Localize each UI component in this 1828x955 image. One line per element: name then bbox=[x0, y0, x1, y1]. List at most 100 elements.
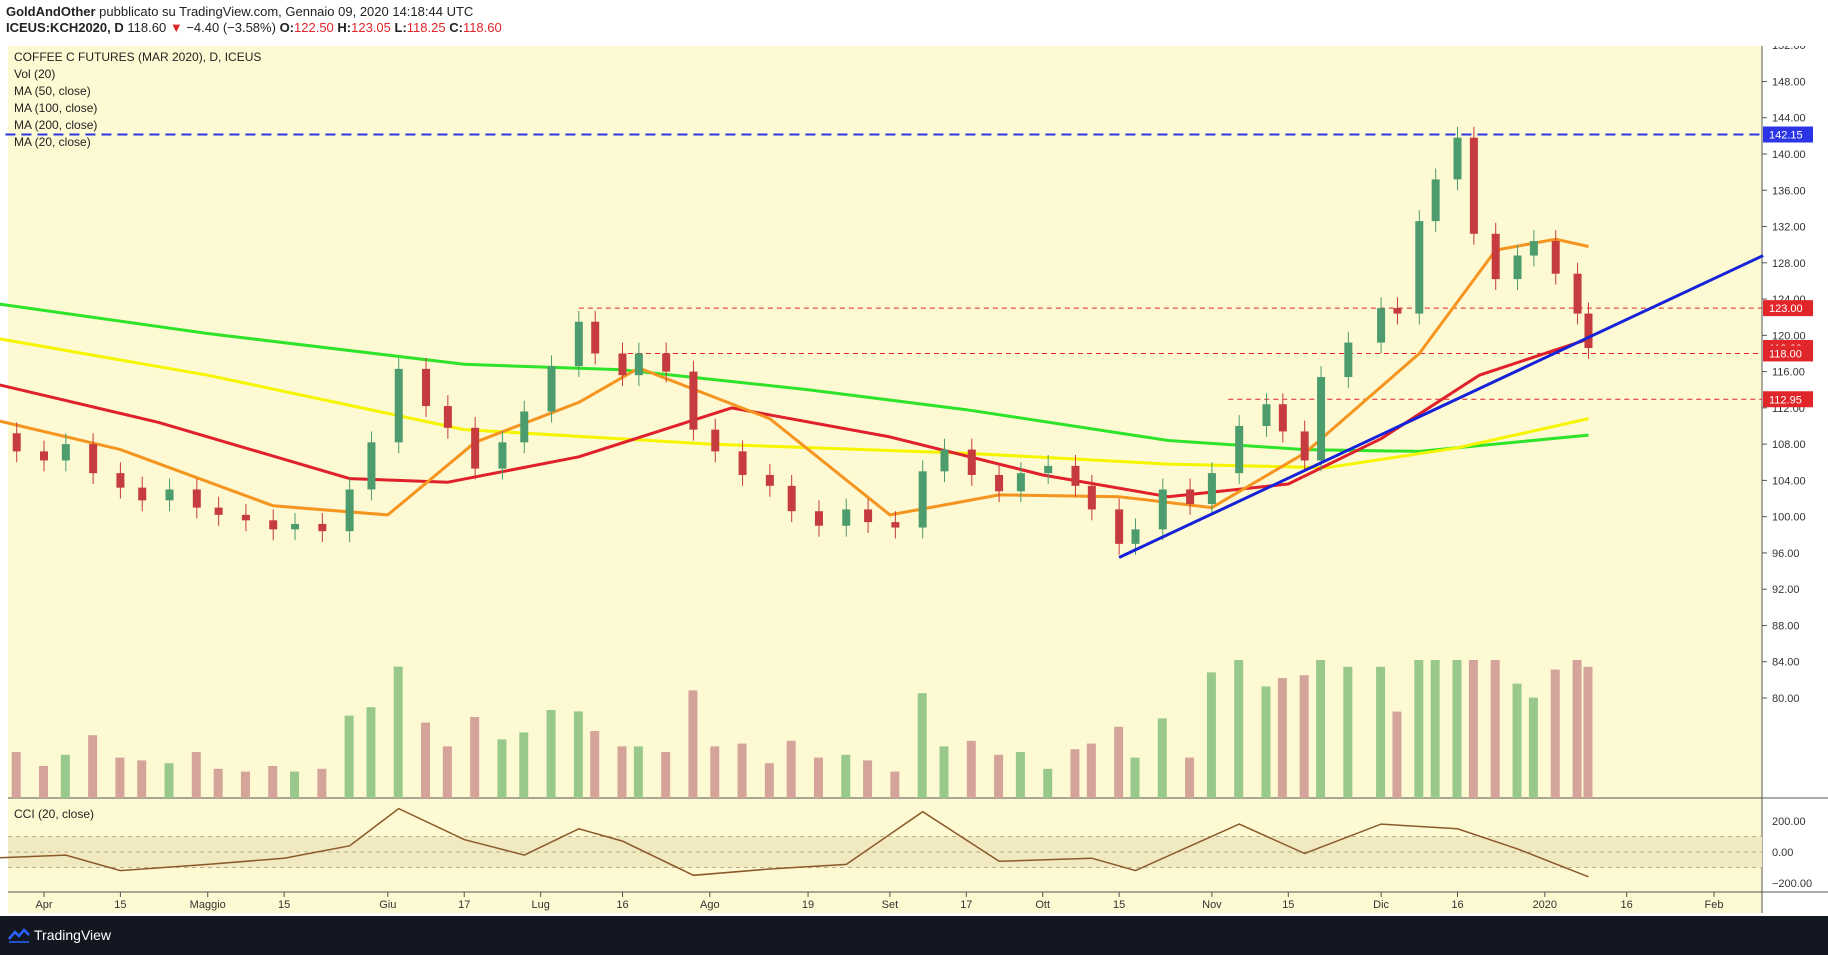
volume-bar bbox=[1414, 660, 1424, 798]
candle-body bbox=[918, 471, 927, 528]
time-axis[interactable]: Apr 15 Maggio 15 Giu 17 Lug 16 Ago 19 Set 17 Ott 15 No… bbox=[35, 892, 1723, 911]
volume-bar bbox=[1299, 675, 1309, 798]
down-arrow-icon: ▼ bbox=[169, 20, 183, 35]
volume-bar bbox=[786, 740, 796, 798]
price-axis[interactable]: 152.00 148.00 144.00 140.00 136.00 132.00 128.… bbox=[1762, 46, 1812, 890]
candle-body bbox=[1393, 308, 1402, 314]
ohlc-line: ICEUS:KCH2020, D 118.60 ▼ −4.40 (−3.58%)… bbox=[6, 20, 502, 35]
x-tick-label: 16 bbox=[616, 899, 628, 911]
trendline-group[interactable] bbox=[1118, 254, 1764, 559]
candle-body bbox=[1016, 473, 1025, 492]
volume-bar bbox=[1261, 686, 1271, 798]
cci-tick-label: 200.00 bbox=[1772, 816, 1806, 828]
candle-body bbox=[891, 522, 900, 528]
volume-bar bbox=[573, 711, 583, 798]
open-label: O: bbox=[279, 20, 295, 35]
volume-bar bbox=[633, 746, 643, 798]
horizontal-levels bbox=[0, 133, 1762, 400]
volume-bar bbox=[1490, 660, 1500, 798]
volume-bar bbox=[1583, 666, 1593, 798]
cci-tick-label: 0.00 bbox=[1772, 847, 1793, 859]
candle-body bbox=[787, 485, 796, 512]
x-tick-label: 15 bbox=[114, 899, 126, 911]
high-value: 123.05 bbox=[351, 20, 391, 35]
x-tick-label: 17 bbox=[458, 899, 470, 911]
candle-body bbox=[711, 429, 720, 452]
volume-bar bbox=[470, 717, 480, 798]
volume-bar bbox=[1430, 660, 1440, 798]
y-tick-label: 132.00 bbox=[1772, 222, 1806, 234]
high-label: H: bbox=[337, 20, 352, 35]
price-label-text: 112.95 bbox=[1769, 394, 1802, 406]
x-tick-label: 2020 bbox=[1533, 899, 1557, 911]
candle-body bbox=[498, 442, 507, 469]
volume-bar bbox=[917, 693, 927, 798]
volume-bar bbox=[1512, 683, 1522, 798]
candle-body bbox=[1377, 308, 1386, 343]
candle-body bbox=[1453, 137, 1462, 180]
cci-legend[interactable]: CCI (20, close) bbox=[14, 807, 94, 821]
publish-line: GoldAndOther pubblicato su TradingView.c… bbox=[6, 4, 473, 19]
volume-bar bbox=[421, 722, 431, 798]
candle-body bbox=[547, 366, 556, 412]
candle-body bbox=[394, 368, 403, 443]
legend: COFFEE C FUTURES (MAR 2020), D, ICEUS Vo… bbox=[14, 50, 261, 821]
candle-body bbox=[1584, 313, 1593, 349]
volume-bar bbox=[164, 763, 174, 798]
y-tick-label: 104.00 bbox=[1772, 475, 1806, 487]
volume-bar bbox=[268, 766, 278, 798]
volume-bar bbox=[688, 690, 698, 798]
candle-body bbox=[995, 474, 1004, 492]
y-tick-label: 120.00 bbox=[1772, 330, 1806, 342]
candle-body bbox=[165, 489, 174, 501]
volume-bar bbox=[1070, 749, 1080, 798]
volume-bar bbox=[1015, 752, 1025, 798]
support-trendline[interactable] bbox=[1118, 254, 1764, 559]
tradingview-brand[interactable]: TradingView bbox=[34, 927, 112, 943]
volume-bar bbox=[1043, 768, 1053, 798]
legend-volume[interactable]: Vol (20) bbox=[14, 67, 55, 81]
volume-bar bbox=[497, 739, 507, 798]
volume-bar bbox=[813, 757, 823, 798]
y-tick-label: 108.00 bbox=[1772, 439, 1806, 451]
cci-pane bbox=[0, 807, 1762, 878]
legend-ma200[interactable]: MA (200, close) bbox=[14, 118, 97, 132]
y-tick-label: 152.00 bbox=[1772, 46, 1806, 52]
legend-ma100[interactable]: MA (100, close) bbox=[14, 101, 97, 115]
price-label-bg bbox=[1763, 300, 1813, 317]
x-tick-label: 15 bbox=[278, 899, 290, 911]
publisher-name[interactable]: GoldAndOther bbox=[6, 4, 96, 19]
volume-bar bbox=[290, 771, 300, 798]
legend-ma50[interactable]: MA (50, close) bbox=[14, 84, 91, 98]
volume-bar bbox=[966, 740, 976, 798]
x-tick-label: Ago bbox=[700, 899, 720, 911]
x-tick-label: 15 bbox=[1113, 899, 1125, 911]
chart-canvas[interactable]: 152.00 148.00 144.00 140.00 136.00 132.00 128.… bbox=[0, 46, 1828, 916]
y-tick-label: 100.00 bbox=[1772, 512, 1806, 524]
candle-body bbox=[1131, 529, 1140, 544]
legend-ma20[interactable]: MA (20, close) bbox=[14, 135, 91, 149]
volume-bar bbox=[1550, 669, 1560, 798]
y-tick-label: 80.00 bbox=[1772, 693, 1800, 705]
candle-body bbox=[591, 321, 600, 354]
volume-bar bbox=[393, 666, 403, 798]
close-value: 118.60 bbox=[462, 20, 502, 35]
volume-bar bbox=[191, 752, 201, 798]
candle-body bbox=[138, 487, 147, 501]
price-label-bg bbox=[1763, 391, 1813, 408]
candle-body bbox=[1573, 273, 1582, 314]
volume-bar bbox=[661, 752, 671, 798]
candle-body bbox=[40, 451, 48, 461]
candle-body bbox=[940, 449, 949, 472]
candle-body bbox=[842, 509, 851, 526]
candle-body bbox=[443, 406, 452, 428]
candle-body bbox=[1529, 241, 1538, 256]
volume-bar bbox=[11, 752, 21, 798]
cci-line bbox=[0, 807, 1589, 878]
y-tick-label: 92.00 bbox=[1772, 584, 1800, 596]
price-axis-background[interactable] bbox=[1762, 46, 1828, 913]
price-label-bg bbox=[1763, 345, 1813, 362]
volume-bar bbox=[1316, 660, 1326, 798]
volume-bar bbox=[344, 715, 354, 798]
volume-bar bbox=[994, 754, 1004, 798]
